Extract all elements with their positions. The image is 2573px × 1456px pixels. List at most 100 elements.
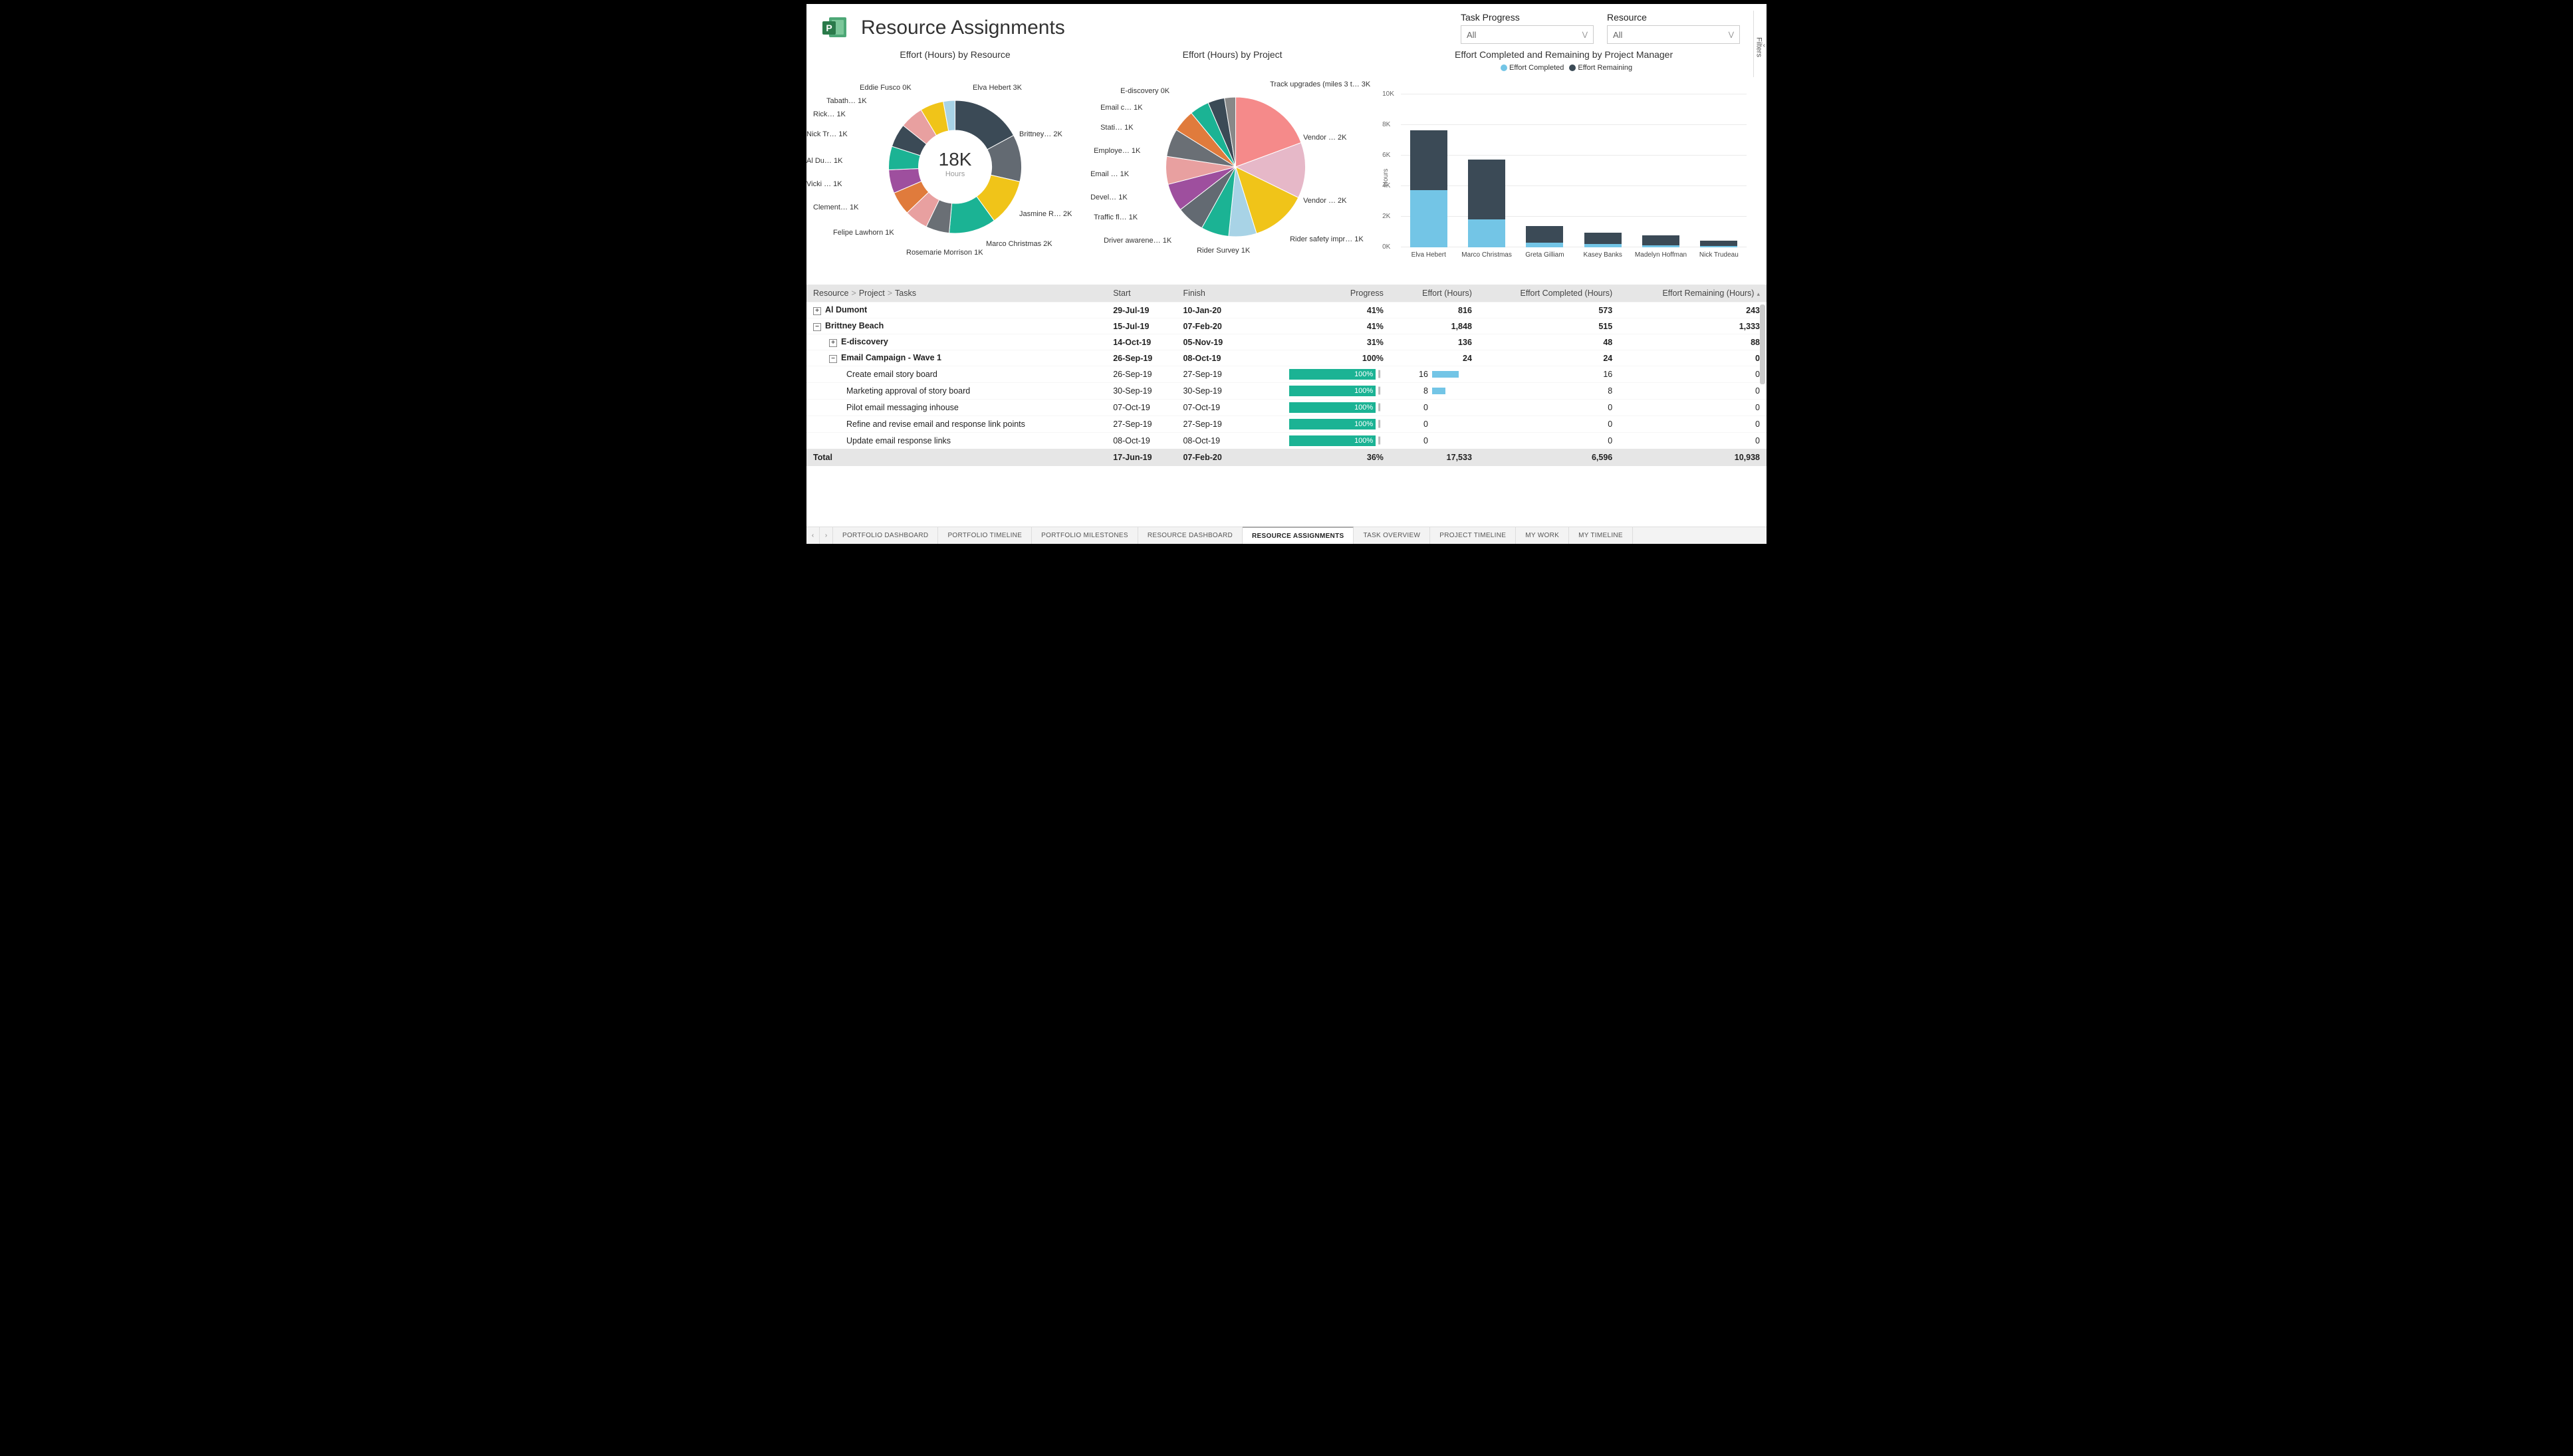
- table-header-row: Resource>Project>Tasks Start Finish Prog…: [806, 285, 1767, 303]
- table-row[interactable]: Update email response links08-Oct-1908-O…: [806, 433, 1767, 449]
- report-tab[interactable]: PORTFOLIO DASHBOARD: [833, 527, 938, 544]
- row-name: Marketing approval of story board: [846, 386, 970, 396]
- col-progress[interactable]: Progress: [1247, 285, 1390, 303]
- report-tab[interactable]: TASK OVERVIEW: [1354, 527, 1430, 544]
- slice-label: Elva Hebert 3K: [973, 84, 1022, 92]
- bar-segment-remaining: [1410, 130, 1447, 190]
- col-start[interactable]: Start: [1106, 285, 1176, 303]
- report-tab[interactable]: PORTFOLIO MILESTONES: [1032, 527, 1138, 544]
- slicer-dropdown-resource[interactable]: All ⋁: [1607, 25, 1740, 44]
- breadcrumb-part[interactable]: Resource: [813, 289, 849, 298]
- slice-label: Vicki … 1K: [806, 180, 842, 188]
- row-name: Brittney Beach: [825, 321, 884, 330]
- resource-table[interactable]: Resource>Project>Tasks Start Finish Prog…: [806, 285, 1767, 466]
- row-name: Email Campaign - Wave 1: [841, 353, 941, 362]
- slice-label: Al Du… 1K: [806, 157, 842, 165]
- table-row[interactable]: Create email story board26-Sep-1927-Sep-…: [806, 366, 1767, 383]
- sort-indicator-icon: ▴: [1757, 291, 1760, 297]
- slice-label: Vendor … 2K: [1303, 197, 1346, 205]
- table-row[interactable]: +Al Dumont29-Jul-1910-Jan-2041%816573243: [806, 303, 1767, 318]
- report-tab[interactable]: MY TIMELINE: [1569, 527, 1633, 544]
- slice-label: Track upgrades (miles 3 t… 3K: [1270, 80, 1370, 88]
- cell-progress: 41%: [1247, 318, 1390, 334]
- tab-nav-prev[interactable]: ‹: [806, 527, 820, 544]
- cell-progress: 100% ▍: [1247, 433, 1390, 449]
- report-tab[interactable]: MY WORK: [1516, 527, 1569, 544]
- report-tab[interactable]: RESOURCE DASHBOARD: [1138, 527, 1243, 544]
- expand-toggle[interactable]: −: [813, 323, 821, 331]
- bar-segment-remaining: [1700, 241, 1737, 246]
- expand-toggle[interactable]: +: [829, 339, 837, 347]
- report-tab[interactable]: RESOURCE ASSIGNMENTS: [1243, 527, 1354, 544]
- progress-bar: 100%: [1289, 402, 1376, 413]
- col-completed[interactable]: Effort Completed (Hours): [1479, 285, 1619, 303]
- row-name: Update email response links: [846, 436, 951, 445]
- cell-effort: 0: [1390, 433, 1479, 449]
- bar-category-label: Marco Christmas: [1460, 251, 1513, 259]
- table-row[interactable]: +E-discovery14-Oct-1905-Nov-1931%1364888: [806, 334, 1767, 350]
- donut-center-unit: Hours: [939, 170, 972, 178]
- cell-finish: 27-Sep-19: [1176, 416, 1247, 433]
- col-remaining[interactable]: Effort Remaining (Hours)▴: [1619, 285, 1767, 303]
- cell-finish: 08-Oct-19: [1176, 433, 1247, 449]
- slicer-dropdown-task-progress[interactable]: All ⋁: [1461, 25, 1594, 44]
- report-tab[interactable]: PORTFOLIO TIMELINE: [938, 527, 1032, 544]
- bar-segment-completed: [1410, 190, 1447, 247]
- slice-label: Clement… 1K: [813, 203, 858, 211]
- legend-label: Effort Remaining: [1578, 64, 1632, 72]
- pie-chart[interactable]: Track upgrades (miles 3 t… 3K Vendor … 2K…: [1097, 64, 1368, 263]
- table-row[interactable]: −Email Campaign - Wave 126-Sep-1908-Oct-…: [806, 350, 1767, 366]
- bar-column[interactable]: Elva Hebert: [1408, 130, 1449, 247]
- total-effort: 17,533: [1390, 449, 1479, 466]
- y-tick-label: 8K: [1382, 121, 1390, 128]
- table-row[interactable]: Refine and revise email and response lin…: [806, 416, 1767, 433]
- slice-label: Stati… 1K: [1100, 124, 1134, 132]
- col-hierarchy[interactable]: Resource>Project>Tasks: [806, 285, 1106, 303]
- cell-start: 27-Sep-19: [1106, 416, 1176, 433]
- bar-column[interactable]: Kasey Banks: [1582, 233, 1624, 247]
- cell-completed: 0: [1479, 400, 1619, 416]
- cell-remaining: 243: [1619, 303, 1767, 318]
- effort-mini-bar: [1432, 386, 1472, 396]
- expand-toggle[interactable]: −: [829, 355, 837, 363]
- cell-remaining: 0: [1619, 383, 1767, 400]
- slice-label: Rider safety impr… 1K: [1290, 235, 1364, 243]
- table-row[interactable]: −Brittney Beach15-Jul-1907-Feb-2041%1,84…: [806, 318, 1767, 334]
- breadcrumb-part[interactable]: Project: [859, 289, 885, 298]
- bar-segment-completed: [1642, 245, 1679, 247]
- col-effort[interactable]: Effort (Hours): [1390, 285, 1479, 303]
- col-finish[interactable]: Finish: [1176, 285, 1247, 303]
- slicer-value: All: [1467, 30, 1476, 40]
- cell-finish: 10-Jan-20: [1176, 303, 1247, 318]
- slice-label: Rick… 1K: [813, 110, 846, 118]
- table-row[interactable]: Marketing approval of story board 30-Sep-…: [806, 383, 1767, 400]
- slice-label: Email … 1K: [1090, 170, 1129, 178]
- bar-column[interactable]: Greta Gilliam: [1524, 226, 1566, 247]
- report-tab[interactable]: PROJECT TIMELINE: [1430, 527, 1516, 544]
- report-tabs: ‹ › PORTFOLIO DASHBOARDPORTFOLIO TIMELIN…: [806, 527, 1767, 544]
- tab-nav-next[interactable]: ›: [820, 527, 833, 544]
- bar-column[interactable]: Nick Trudeau: [1698, 241, 1740, 247]
- expand-toggle[interactable]: +: [813, 307, 821, 315]
- y-tick-label: 10K: [1382, 90, 1394, 98]
- cell-finish: 08-Oct-19: [1176, 350, 1247, 366]
- slice-label: Employe… 1K: [1094, 147, 1140, 155]
- breadcrumb-part[interactable]: Tasks: [895, 289, 916, 298]
- effort-mini-bar: [1432, 403, 1472, 412]
- bar-column[interactable]: Marco Christmas: [1465, 160, 1507, 247]
- donut-chart[interactable]: 18K Hours Elva Hebert 3KBrittney… 2KJasm…: [820, 64, 1090, 263]
- slice-label: Driver awarene… 1K: [1104, 237, 1171, 245]
- bar-chart[interactable]: Hours 0K2K4K6K8K10K Elva HebertMarco Chr…: [1374, 74, 1753, 281]
- total-completed: 6,596: [1479, 449, 1619, 466]
- y-tick-label: 2K: [1382, 213, 1390, 220]
- bar-category-label: Greta Gilliam: [1518, 251, 1571, 259]
- cell-effort: 16: [1390, 366, 1479, 383]
- bar-column[interactable]: Madelyn Hoffman: [1640, 235, 1681, 247]
- scrollbar[interactable]: [1760, 304, 1765, 384]
- row-name: Create email story board: [846, 370, 937, 379]
- slice-label: Marco Christmas 2K: [986, 240, 1052, 248]
- filters-pane-toggle[interactable]: ‹ Filters: [1753, 11, 1765, 77]
- table-row[interactable]: Pilot email messaging inhouse07-Oct-1907…: [806, 400, 1767, 416]
- total-label: Total: [806, 449, 1106, 466]
- cell-start: 30-Sep-19: [1106, 383, 1176, 400]
